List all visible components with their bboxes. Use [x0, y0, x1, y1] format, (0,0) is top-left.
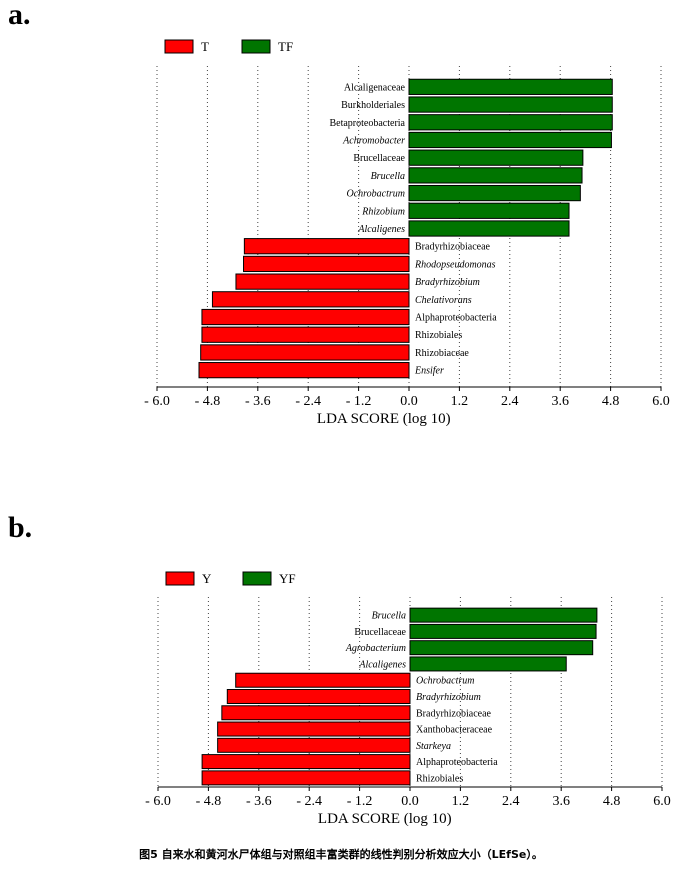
- category-label: Rhizobiales: [415, 330, 462, 341]
- x-tick-label: - 1.2: [347, 794, 373, 809]
- x-tick-label: 3.6: [551, 394, 569, 409]
- category-label: Rhizobiaceae: [415, 348, 469, 359]
- bar: [408, 149, 584, 166]
- panel-label-a: a.: [8, 0, 31, 31]
- category-label: Starkeya: [416, 741, 451, 752]
- x-tick-label: 6.0: [652, 394, 670, 409]
- bar: [226, 689, 411, 704]
- legend-swatch: [241, 39, 271, 54]
- category-label: Achromobacter: [342, 135, 405, 146]
- category-label: Bradyrhizobium: [416, 692, 481, 703]
- bar: [408, 220, 570, 237]
- x-tick-label: 6.0: [653, 794, 671, 809]
- bar: [408, 114, 613, 131]
- legend-swatch: [165, 571, 195, 586]
- x-tick-label: - 2.4: [296, 794, 322, 809]
- category-label: Alphaproteobacteria: [415, 313, 497, 324]
- bar: [235, 672, 411, 688]
- bar: [200, 344, 410, 361]
- bar: [211, 291, 410, 308]
- x-tick-label: 4.8: [602, 394, 620, 409]
- x-tick-label: - 4.8: [196, 794, 222, 809]
- category-label: Burkholderiales: [341, 100, 405, 111]
- bar: [235, 273, 410, 290]
- x-tick-label: 0.0: [400, 394, 418, 409]
- x-tick-label: 2.4: [502, 794, 520, 809]
- category-label: Alcaligenes: [357, 224, 405, 235]
- x-axis-title: LDA SCORE (log 10): [318, 811, 452, 827]
- bar: [201, 326, 410, 343]
- legend-label: TF: [278, 39, 293, 54]
- lda-chart-a: T TF Alcaligenaceae Burkholderiales Betaprot…: [144, 39, 670, 427]
- panel-label-b: b.: [8, 511, 33, 544]
- bar: [217, 737, 411, 753]
- bar: [198, 362, 410, 379]
- category-label: Alcaligenaceae: [344, 82, 406, 93]
- x-tick-label: 2.4: [501, 394, 519, 409]
- x-tick-label: - 1.2: [346, 394, 372, 409]
- category-label: Xanthobacteraceae: [416, 725, 493, 736]
- bar: [217, 721, 411, 737]
- category-label: Bradyrhizobium: [415, 277, 480, 288]
- category-label: Brucellaceae: [354, 627, 406, 638]
- category-label: Rhizobium: [361, 206, 405, 217]
- x-tick-label: - 4.8: [195, 394, 221, 409]
- category-label: Rhodopseudomonas: [414, 259, 496, 270]
- bar: [409, 656, 567, 672]
- category-label: Bradyrhizobiaceae: [416, 708, 492, 719]
- bar: [408, 96, 613, 113]
- category-label: Betaproteobacteria: [329, 118, 405, 129]
- x-tick-label: - 6.0: [145, 794, 171, 809]
- x-tick-label: 4.8: [603, 794, 621, 809]
- category-label: Bradyrhizobiaceae: [415, 242, 491, 253]
- x-tick-label: 3.6: [552, 794, 570, 809]
- x-axis-title: LDA SCORE (log 10): [317, 411, 451, 427]
- category-label: Ochrobactrum: [346, 189, 405, 200]
- legend-swatch: [164, 39, 194, 54]
- category-label: Ensifer: [414, 366, 444, 377]
- category-label: Brucellaceae: [353, 153, 405, 164]
- legend-swatch: [242, 571, 272, 586]
- x-tick-label: - 6.0: [144, 394, 170, 409]
- legend-label: YF: [279, 571, 296, 586]
- x-tick-label: 0.0: [401, 794, 419, 809]
- category-label: Ochrobactrum: [416, 676, 475, 687]
- bar: [243, 255, 410, 273]
- bar: [409, 607, 598, 623]
- figure-caption: 图5 自来水和黄河水尸体组与对照组丰富类群的线性判别分析效应大小（LEfSe）。: [139, 848, 543, 861]
- x-tick-label: - 3.6: [246, 794, 272, 809]
- category-label: Rhizobiales: [416, 773, 463, 784]
- bar: [408, 78, 613, 95]
- bar: [408, 184, 581, 202]
- x-tick-label: - 2.4: [295, 394, 321, 409]
- category-label: Chelativorans: [415, 295, 472, 306]
- category-label: Brucella: [372, 611, 406, 622]
- bar: [408, 167, 583, 184]
- bar: [409, 640, 594, 656]
- panel-a: a. T TF Alcaligenaceae Burkholderiales Betap…: [8, 0, 670, 427]
- category-label: Alphaproteobacteria: [416, 757, 498, 768]
- bar: [409, 623, 597, 639]
- category-label: Alcaligenes: [358, 659, 406, 670]
- x-tick-label: 1.2: [451, 394, 469, 409]
- bar: [221, 705, 411, 721]
- bar: [408, 131, 612, 149]
- x-tick-label: - 3.6: [245, 394, 271, 409]
- bar: [201, 308, 410, 326]
- x-tick-label: 1.2: [452, 794, 470, 809]
- bar: [201, 754, 411, 770]
- legend-label: Y: [202, 571, 212, 586]
- category-label: Brucella: [371, 171, 405, 182]
- bar: [243, 238, 410, 255]
- bar: [201, 770, 411, 786]
- legend-label: T: [201, 39, 209, 54]
- bar: [408, 202, 570, 219]
- category-label: Agrobacterium: [345, 643, 406, 654]
